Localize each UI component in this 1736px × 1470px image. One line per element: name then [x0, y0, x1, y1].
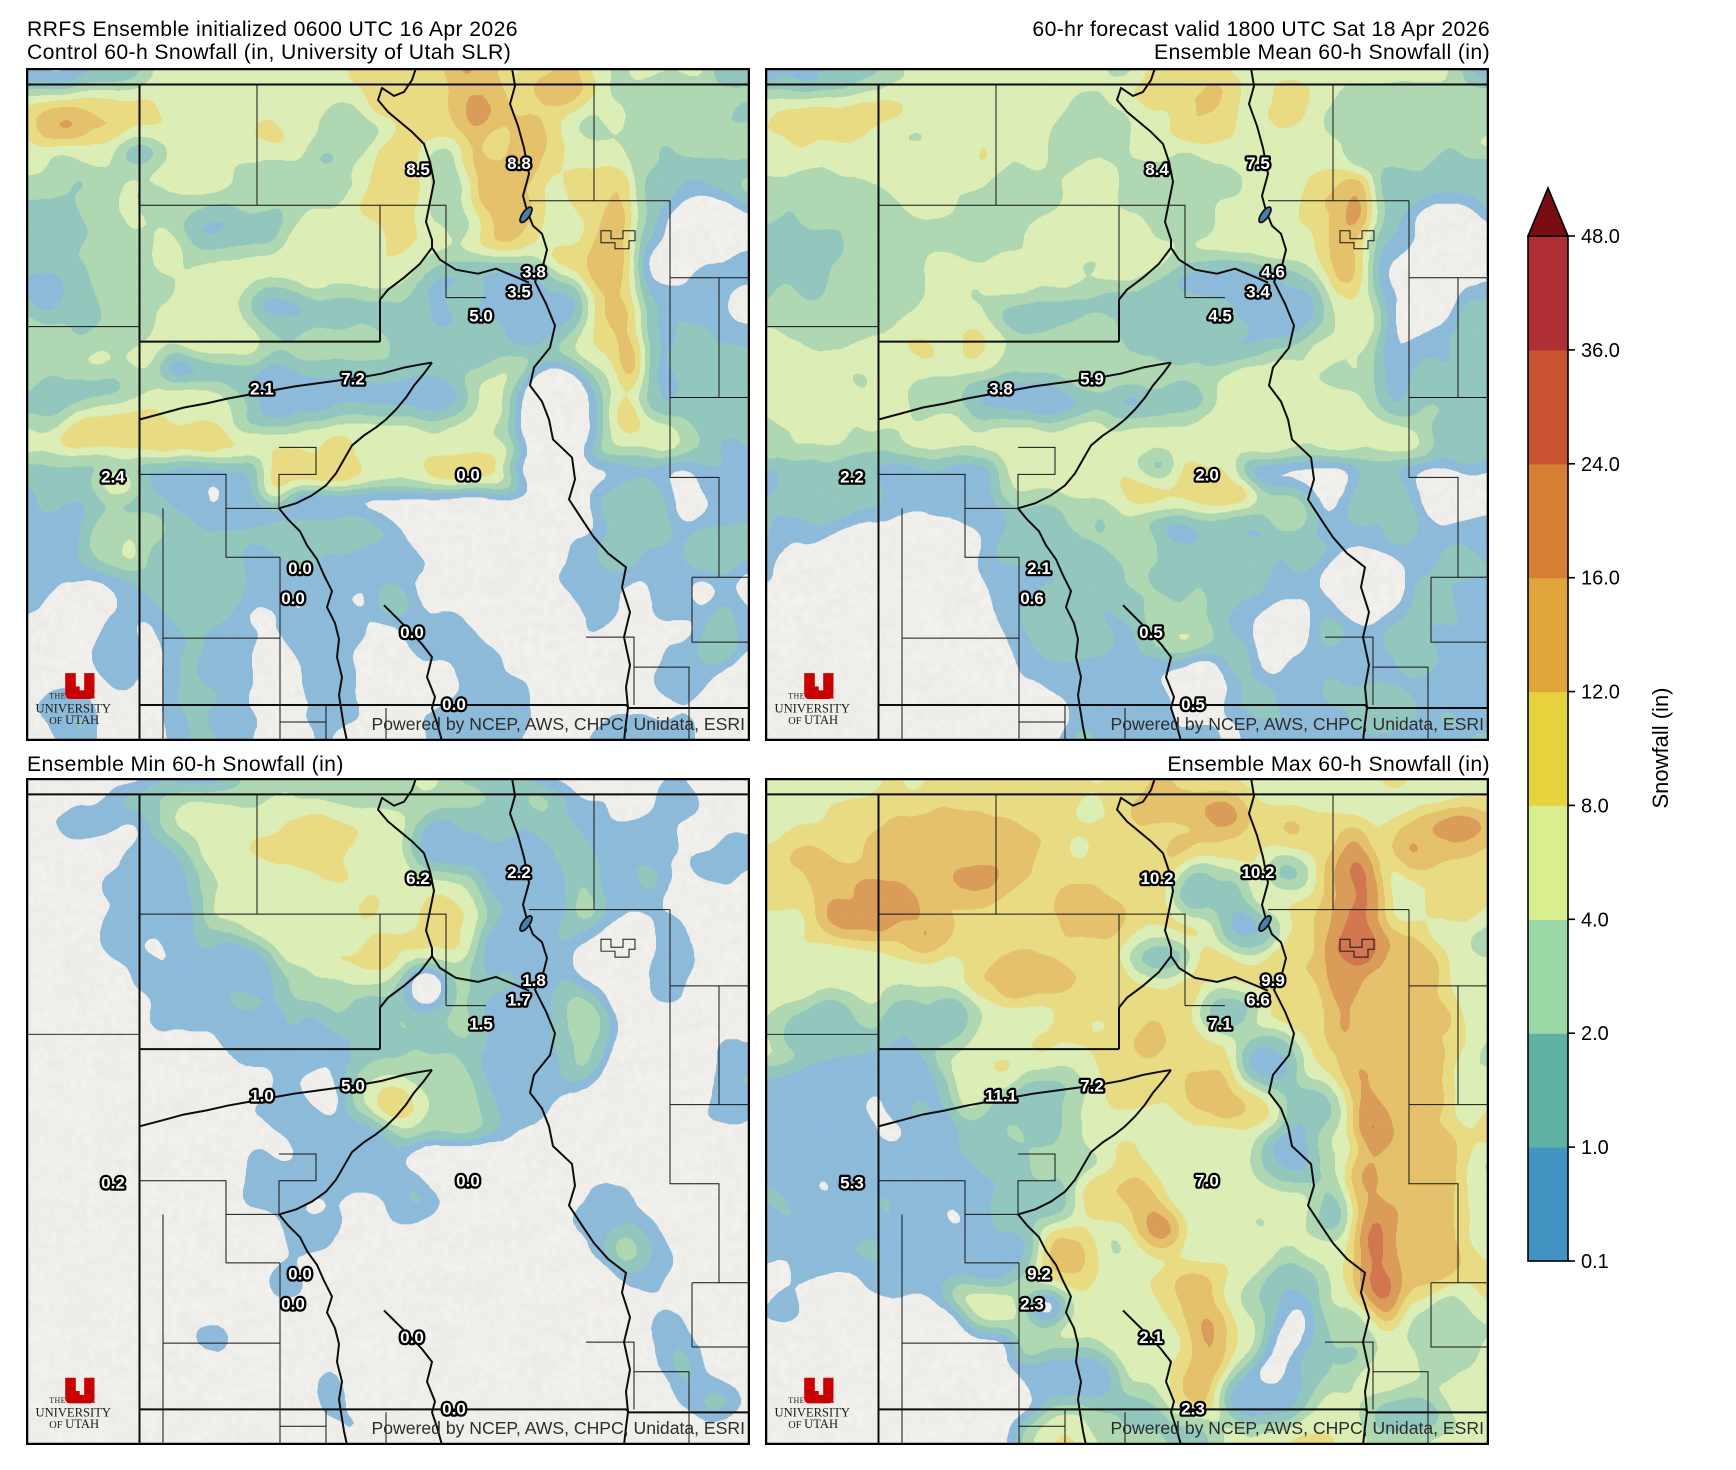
svg-text:2.0: 2.0 [1581, 1023, 1609, 1045]
svg-text:OF UTAH: OF UTAH [49, 1417, 99, 1431]
svg-text:0.0: 0.0 [400, 623, 424, 642]
svg-text:UNIVERSITY: UNIVERSITY [36, 701, 112, 715]
svg-text:OF UTAH: OF UTAH [49, 713, 99, 727]
svg-text:OF UTAH: OF UTAH [788, 1417, 838, 1431]
svg-text:Powered by NCEP, AWS, CHPC, Un: Powered by NCEP, AWS, CHPC, Unidata, ESR… [1111, 714, 1484, 734]
svg-text:OF UTAH: OF UTAH [788, 713, 838, 727]
svg-text:2.4: 2.4 [101, 467, 125, 486]
svg-text:0.0: 0.0 [281, 1295, 305, 1314]
svg-text:0.2: 0.2 [101, 1174, 125, 1193]
svg-text:1.7: 1.7 [507, 991, 531, 1010]
svg-text:5.0: 5.0 [341, 1077, 365, 1096]
svg-text:1.0: 1.0 [250, 1087, 274, 1106]
svg-text:0.5: 0.5 [1181, 695, 1205, 714]
svg-text:0.0: 0.0 [442, 1399, 466, 1418]
svg-text:2.1: 2.1 [1027, 559, 1051, 578]
svg-text:Powered by NCEP, AWS, CHPC, Un: Powered by NCEP, AWS, CHPC, Unidata, ESR… [372, 1418, 745, 1438]
svg-text:7.2: 7.2 [341, 370, 365, 389]
svg-text:12.0: 12.0 [1581, 682, 1620, 704]
svg-text:7.5: 7.5 [1246, 154, 1270, 173]
svg-text:Powered by NCEP, AWS, CHPC, Un: Powered by NCEP, AWS, CHPC, Unidata, ESR… [1111, 1418, 1484, 1438]
svg-text:2.1: 2.1 [250, 380, 274, 399]
svg-text:5.3: 5.3 [840, 1174, 864, 1193]
svg-text:8.5: 8.5 [406, 160, 430, 179]
svg-text:24.0: 24.0 [1581, 454, 1620, 476]
svg-text:10.2: 10.2 [1140, 869, 1173, 888]
svg-text:0.6: 0.6 [1020, 589, 1044, 608]
svg-text:1.8: 1.8 [522, 971, 546, 990]
svg-text:2.3: 2.3 [1020, 1295, 1044, 1314]
svg-text:0.0: 0.0 [442, 695, 466, 714]
svg-text:16.0: 16.0 [1581, 568, 1620, 590]
svg-text:UNIVERSITY: UNIVERSITY [775, 1406, 850, 1420]
svg-text:7.0: 7.0 [1195, 1172, 1219, 1191]
svg-text:3.5: 3.5 [507, 283, 531, 302]
svg-text:10.2: 10.2 [1241, 863, 1274, 882]
svg-text:0.0: 0.0 [288, 559, 312, 578]
svg-text:THE: THE [49, 1396, 66, 1405]
svg-text:2.2: 2.2 [507, 863, 531, 882]
svg-text:36.0: 36.0 [1581, 340, 1620, 362]
svg-text:7.2: 7.2 [1080, 1077, 1104, 1096]
svg-text:Powered by NCEP, AWS, CHPC, Un: Powered by NCEP, AWS, CHPC, Unidata, ESR… [372, 714, 745, 734]
svg-text:THE: THE [788, 691, 805, 700]
svg-text:6.6: 6.6 [1246, 991, 1270, 1010]
svg-text:0.1: 0.1 [1581, 1251, 1609, 1273]
svg-text:8.4: 8.4 [1145, 160, 1169, 179]
svg-text:0.0: 0.0 [400, 1328, 424, 1347]
svg-text:4.5: 4.5 [1208, 307, 1232, 326]
svg-text:8.8: 8.8 [507, 154, 531, 173]
svg-text:9.9: 9.9 [1261, 971, 1285, 990]
svg-text:3.4: 3.4 [1246, 283, 1270, 302]
svg-text:2.2: 2.2 [840, 467, 864, 486]
svg-text:1.5: 1.5 [469, 1014, 493, 1033]
svg-text:THE: THE [788, 1396, 805, 1405]
svg-text:6.2: 6.2 [406, 869, 430, 888]
svg-text:11.1: 11.1 [985, 1087, 1017, 1106]
svg-text:3.8: 3.8 [989, 380, 1013, 399]
svg-text:2.1: 2.1 [1139, 1328, 1163, 1347]
svg-text:0.0: 0.0 [456, 465, 480, 484]
svg-text:THE: THE [49, 691, 66, 700]
svg-text:5.0: 5.0 [469, 307, 493, 326]
svg-text:2.3: 2.3 [1181, 1399, 1205, 1418]
svg-text:8.0: 8.0 [1581, 795, 1609, 817]
svg-text:3.8: 3.8 [522, 263, 546, 282]
svg-text:2.0: 2.0 [1195, 465, 1219, 484]
svg-text:1.0: 1.0 [1581, 1137, 1609, 1159]
svg-text:48.0: 48.0 [1581, 226, 1620, 248]
svg-text:UNIVERSITY: UNIVERSITY [775, 701, 851, 715]
svg-text:0.5: 0.5 [1139, 623, 1163, 642]
svg-text:7.1: 7.1 [1208, 1014, 1232, 1033]
svg-text:0.0: 0.0 [456, 1172, 480, 1191]
svg-text:0.0: 0.0 [288, 1265, 312, 1284]
svg-text:4.0: 4.0 [1581, 909, 1609, 931]
svg-text:UNIVERSITY: UNIVERSITY [36, 1406, 111, 1420]
svg-text:5.9: 5.9 [1080, 370, 1104, 389]
svg-text:4.6: 4.6 [1261, 263, 1285, 282]
svg-text:Snowfall (in): Snowfall (in) [1648, 687, 1673, 808]
svg-text:9.2: 9.2 [1027, 1265, 1051, 1284]
svg-text:0.0: 0.0 [281, 589, 305, 608]
